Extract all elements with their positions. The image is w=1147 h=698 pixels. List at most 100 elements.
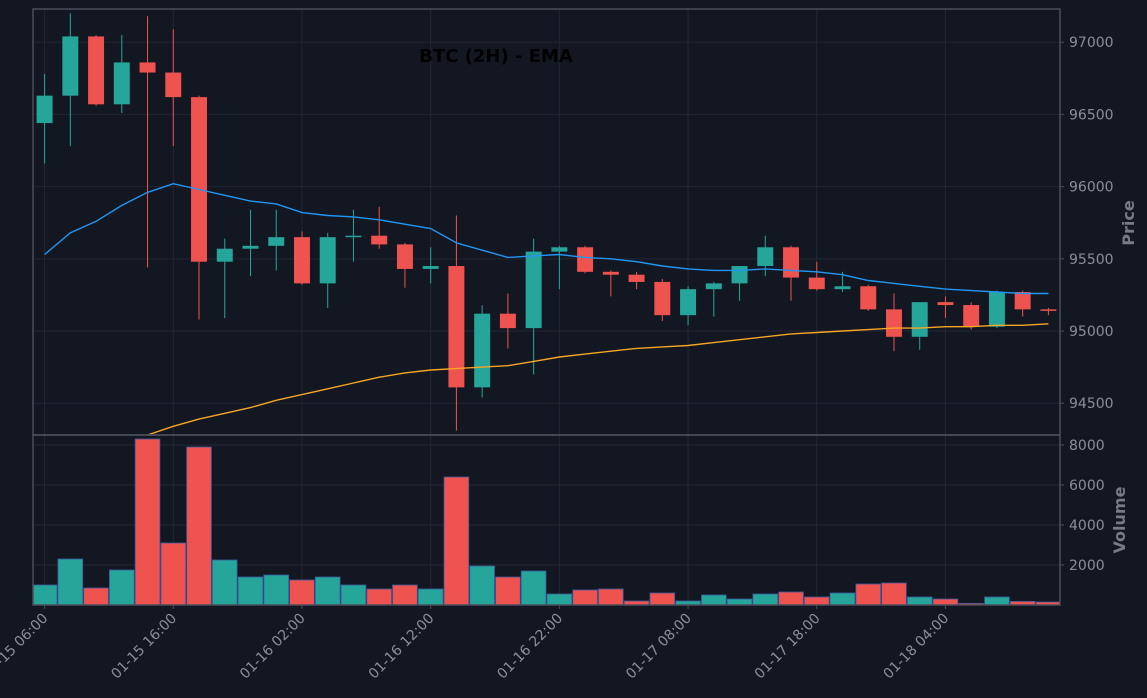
candle-body: [731, 266, 748, 284]
volume-tick-label: 6000: [1069, 478, 1105, 494]
x-tick-label: 01-17 08:00: [623, 611, 695, 683]
volume-bar: [237, 576, 264, 605]
candle-body: [165, 72, 182, 98]
volume-panel: [33, 438, 1060, 605]
candle-body: [474, 313, 491, 388]
ema-lines: [44, 182, 1049, 435]
volume-bar: [83, 587, 109, 605]
volume-bar: [263, 574, 289, 605]
candle-body: [808, 277, 825, 290]
volume-panel-frame: [32, 434, 1061, 606]
candle-body: [371, 235, 388, 245]
candle-body: [783, 247, 800, 278]
volume-bar: [572, 589, 598, 605]
volume-bar: [186, 446, 212, 605]
volume-bar: [546, 593, 573, 605]
volume-bar: [649, 592, 676, 605]
price-tick-label: 94500: [1069, 396, 1114, 412]
volume-bar: [726, 598, 753, 605]
volume-bar: [804, 596, 830, 605]
candle-body: [551, 247, 568, 252]
candle-body: [1014, 292, 1031, 310]
candle-body: [680, 289, 697, 316]
x-tick-label: 01-16 02:00: [237, 611, 309, 683]
volume-bar: [752, 593, 779, 605]
volume-bar: [1009, 601, 1036, 605]
volume-bar: [829, 592, 856, 605]
volume-bar: [984, 596, 1010, 605]
volume-bar: [778, 591, 804, 605]
volume-tick-label: 2000: [1069, 558, 1105, 574]
volume-bar: [366, 588, 392, 605]
candle-body: [62, 36, 79, 96]
volume-bar: [160, 542, 187, 605]
candle-body: [36, 95, 53, 124]
volume-bar: [340, 584, 367, 605]
volume-bar: [392, 584, 418, 605]
volume-bar: [289, 579, 315, 605]
candle-body: [139, 62, 156, 73]
volume-bar: [134, 438, 161, 605]
candle-body: [216, 248, 233, 262]
candle-body: [937, 302, 954, 306]
candle-body: [963, 305, 980, 327]
volume-bar: [212, 559, 238, 605]
volume-bar: [520, 570, 547, 605]
chart-title: BTC (2H) - EMA: [419, 46, 573, 67]
volume-bar: [623, 600, 650, 605]
candle-body: [525, 251, 542, 329]
volume-bar: [109, 569, 135, 605]
x-tick-label: 01-15 16:00: [108, 611, 180, 683]
candle-body: [757, 247, 774, 267]
volume-bar: [855, 583, 881, 605]
volume-bar: [33, 584, 58, 605]
ema-line-1: [44, 182, 1049, 295]
volume-bar: [906, 596, 933, 605]
volume-bar: [932, 598, 959, 605]
candle-body: [319, 237, 336, 284]
candle-body: [268, 237, 285, 246]
candle-body: [602, 271, 619, 275]
volume-bar: [701, 594, 727, 605]
x-tick-label: 01-15 06:00: [0, 611, 51, 683]
x-tick-label: 01-17 18:00: [752, 611, 824, 683]
volume-tick-label: 4000: [1069, 518, 1105, 534]
candle-body: [988, 292, 1005, 327]
volume-bar: [314, 576, 341, 605]
candle-body: [911, 302, 928, 337]
candle-body: [88, 36, 105, 105]
x-tick-label: 01-18 04:00: [881, 611, 953, 683]
volume-bar: [443, 476, 470, 605]
price-tick-label: 95000: [1069, 324, 1114, 340]
price-axis-label: Price: [1119, 200, 1138, 246]
candle-body: [1040, 309, 1057, 311]
candle-body: [654, 281, 671, 316]
ema-line-2: [147, 323, 1049, 435]
candle-body: [860, 286, 877, 310]
volume-bar: [675, 600, 701, 605]
price-tick-label: 95500: [1069, 252, 1114, 268]
candle-body: [834, 286, 851, 290]
candle-body: [499, 313, 516, 329]
candle-body: [422, 266, 439, 269]
volume-bar: [417, 588, 444, 605]
volume-bar: [469, 565, 495, 605]
volume-axis-label: Volume: [1110, 486, 1129, 553]
candle-body: [448, 266, 465, 388]
price-panel: [36, 13, 1057, 431]
volume-bar: [881, 582, 907, 605]
x-tick-label: 01-16 12:00: [366, 611, 438, 683]
candle-body: [886, 309, 902, 337]
candle-body: [242, 245, 259, 249]
volume-bar: [495, 576, 521, 605]
volume-bar: [57, 558, 84, 605]
x-tick-label: 01-16 22:00: [494, 611, 566, 683]
candle-body: [293, 237, 310, 284]
candle-body: [113, 62, 130, 105]
volume-bar: [958, 603, 984, 605]
price-tick-label: 97000: [1069, 35, 1114, 51]
candle-body: [705, 283, 722, 290]
candle-body: [191, 97, 207, 262]
